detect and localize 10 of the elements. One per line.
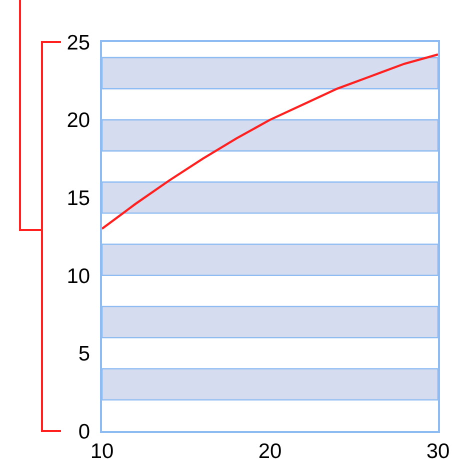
y-tick-label: 20: [66, 109, 90, 132]
y-tick-label: 25: [66, 31, 90, 54]
x-tick-label: 20: [258, 440, 282, 459]
x-tick-label: 10: [90, 440, 114, 459]
y-tick-label: 15: [66, 186, 90, 210]
y-tick-label: 0: [78, 420, 90, 444]
y-tick-label: 5: [78, 342, 90, 366]
line-series: [102, 53, 438, 230]
x-tick-label: 30: [426, 440, 450, 459]
y-tick-label: 10: [66, 264, 90, 288]
